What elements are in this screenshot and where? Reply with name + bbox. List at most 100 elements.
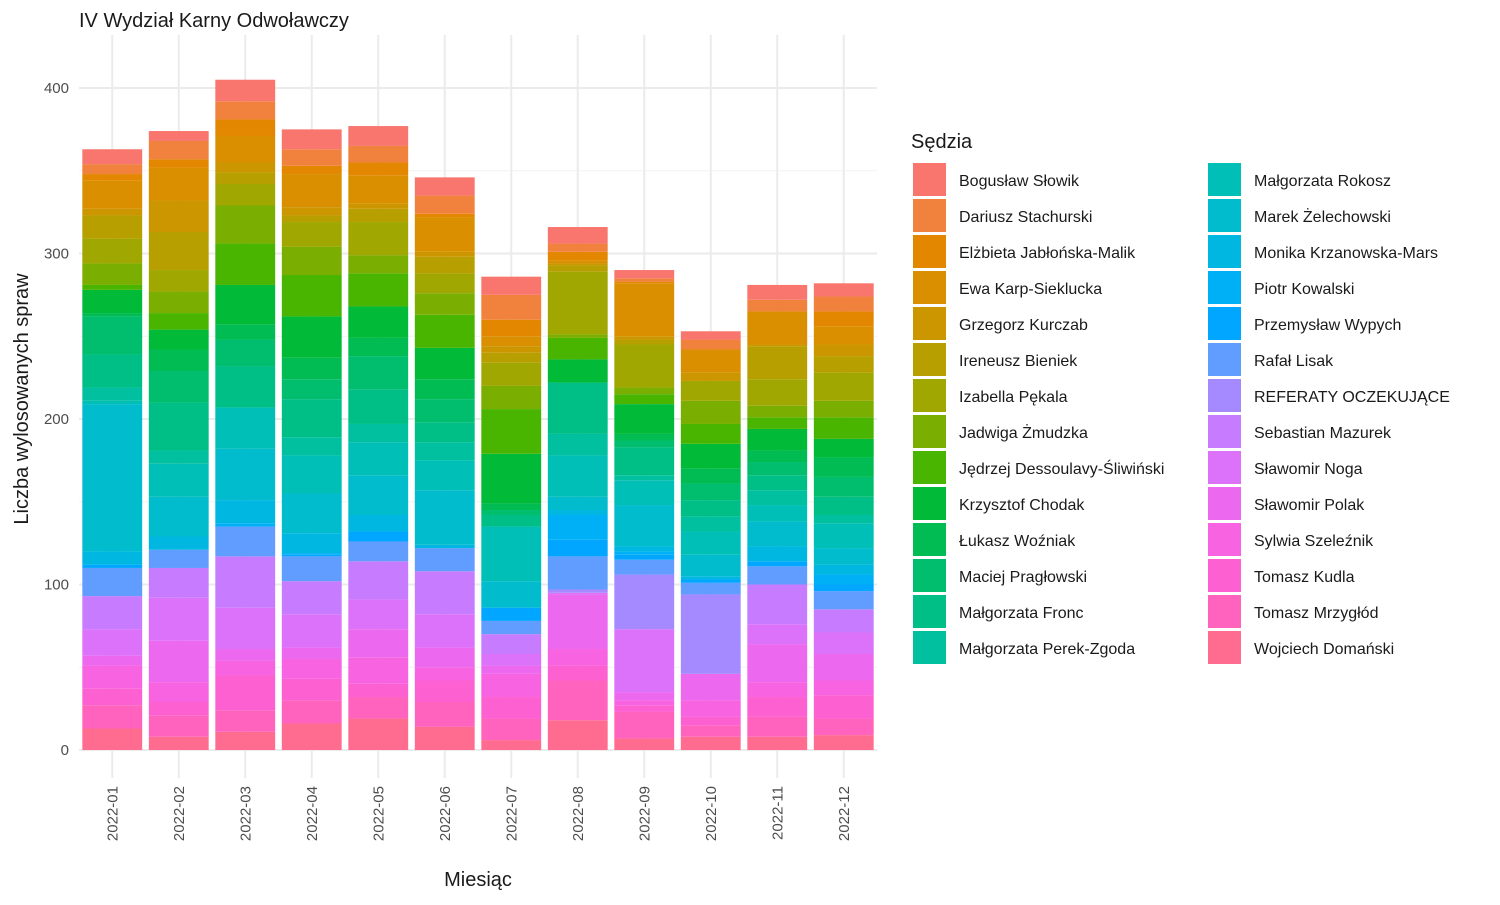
bar-segment: [148, 682, 209, 702]
bar-segment: [281, 553, 342, 555]
x-tick-label: 2022-08: [570, 786, 587, 841]
bar-segment: [547, 539, 608, 557]
x-tick-label: 2022-06: [437, 786, 454, 841]
bar-segment: [281, 316, 342, 358]
bar-segment: [481, 718, 542, 741]
bar-segment: [614, 692, 675, 701]
bar-segment: [680, 483, 741, 501]
bar-segment: [614, 738, 675, 750]
bar-segment: [414, 217, 475, 252]
bar-segment: [348, 175, 409, 204]
bar-segment: [813, 574, 874, 585]
legend-key: [1208, 307, 1241, 340]
x-tick-label: 2022-10: [703, 786, 720, 841]
x-tick-label: 2022-04: [304, 786, 321, 841]
bar-segment: [747, 584, 808, 625]
bar-segment: [148, 736, 209, 750]
bar-segment: [747, 284, 808, 300]
bar-segment: [547, 260, 608, 264]
bar-segment: [547, 251, 608, 261]
bar-segment: [82, 263, 143, 285]
bar-segment: [813, 584, 874, 592]
bar-segment: [614, 480, 675, 506]
bar-segment: [614, 711, 675, 739]
bar-segment: [414, 379, 475, 400]
bar-segment: [148, 715, 209, 737]
bar-segment: [813, 326, 874, 345]
bar-segment: [348, 657, 409, 684]
chart-title: IV Wydział Karny Odwoławczy: [79, 10, 349, 32]
bar-segment: [747, 311, 808, 345]
bar-segment: [481, 697, 542, 719]
legend-label: Tomasz Mrzygłód: [1254, 605, 1378, 622]
bar-segment: [215, 710, 276, 732]
legend-key: [1208, 595, 1241, 628]
legend-label: Małgorzata Rokosz: [1254, 173, 1391, 190]
bar-segment: [82, 164, 143, 175]
bar-segment: [215, 243, 276, 285]
bar-segment: [614, 551, 675, 555]
legend-label: Bogusław Słowik: [959, 173, 1080, 190]
bar-segment: [813, 632, 874, 655]
bar-segment: [82, 208, 143, 216]
legend-label: Małgorzata Perek-Zgoda: [959, 641, 1135, 658]
bar-segment: [813, 438, 874, 458]
bar-segment: [348, 389, 409, 424]
bar-segment: [614, 278, 675, 282]
bar-segment: [481, 319, 542, 337]
legend-label: Monika Krzanowska-Mars: [1254, 245, 1438, 262]
legend-key: [1208, 271, 1241, 304]
bar-segment: [747, 379, 808, 406]
bar-segment: [614, 629, 675, 693]
bar-segment: [747, 346, 808, 380]
bar-segment: [747, 428, 808, 451]
bar-segment: [215, 172, 276, 184]
bar-segment: [215, 79, 276, 102]
bar-segment: [813, 695, 874, 719]
bar-segment: [215, 660, 276, 676]
bar-segment: [281, 614, 342, 648]
bar-segment: [614, 700, 675, 706]
bar-segment: [481, 453, 542, 504]
y-axis-title: Liczba wylosowanych spraw: [11, 273, 33, 525]
bar-segment: [747, 566, 808, 585]
bar-segment: [215, 731, 276, 750]
bar-segment: [215, 649, 276, 661]
bar-segment: [414, 571, 475, 615]
bar-segment: [747, 561, 808, 567]
bar-segment: [680, 579, 741, 583]
bar-segment: [348, 697, 409, 719]
x-axis-ticks: 2022-01 2022-02 2022-03 2022-04 2022-05 2022-…: [104, 786, 853, 841]
bar-segment: [215, 526, 276, 557]
bar-segment: [680, 673, 741, 701]
bar-segment: [281, 149, 342, 166]
legend-key: [1208, 559, 1241, 592]
bar-segment: [547, 496, 608, 511]
legend-label: Sławomir Noga: [1254, 461, 1363, 478]
bar-segment: [215, 162, 276, 173]
bar-segment: [348, 356, 409, 390]
bar-segment: [614, 505, 675, 547]
y-axis-ticks: 0 100 200 300 400: [44, 80, 69, 759]
bar-segment: [215, 183, 276, 206]
bar-segment: [481, 581, 542, 608]
bar-segment: [82, 705, 143, 729]
bar-segment: [414, 293, 475, 315]
bar-segment: [82, 284, 143, 290]
bar-segment: [547, 720, 608, 750]
bar-segment: [348, 222, 409, 256]
bar-segment: [614, 559, 675, 575]
legend-key: [1208, 451, 1241, 484]
legend-key: [1208, 379, 1241, 412]
bar-segment: [614, 344, 675, 388]
legend-key: [913, 379, 946, 412]
bar-segment: [747, 736, 808, 750]
bar-segment: [348, 683, 409, 698]
bar-segment: [82, 596, 143, 630]
bar-segment: [414, 195, 475, 214]
bar-segment: [148, 549, 209, 568]
bar-segment: [614, 387, 675, 395]
bar-segment: [481, 510, 542, 515]
bar-segment: [281, 700, 342, 724]
